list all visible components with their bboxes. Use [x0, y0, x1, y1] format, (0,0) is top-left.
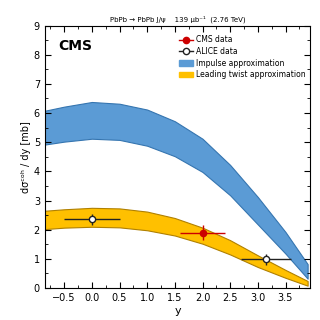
X-axis label: y: y: [174, 306, 181, 316]
Y-axis label: dσᶜᵒʰ / dy [mb]: dσᶜᵒʰ / dy [mb]: [21, 121, 31, 193]
Text: CMS: CMS: [58, 39, 92, 53]
Text: PbPb → PbPb J/ψ    139 μb⁻¹  (2.76 TeV): PbPb → PbPb J/ψ 139 μb⁻¹ (2.76 TeV): [110, 15, 245, 23]
Legend: CMS data, ALICE data, Impulse approximation, Leading twist approximation: CMS data, ALICE data, Impulse approximat…: [179, 35, 307, 80]
